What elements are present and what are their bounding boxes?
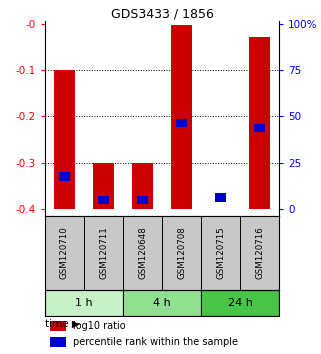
- Text: GSM120715: GSM120715: [216, 227, 225, 279]
- Text: 1 h: 1 h: [75, 298, 93, 308]
- Bar: [45, 290, 123, 316]
- Text: 4 h: 4 h: [153, 298, 171, 308]
- Bar: [50, 321, 66, 331]
- Bar: [132, 163, 153, 209]
- Text: GSM120716: GSM120716: [255, 227, 264, 279]
- Bar: [50, 337, 66, 347]
- Bar: [254, 124, 265, 132]
- Title: GDS3433 / 1856: GDS3433 / 1856: [111, 7, 213, 20]
- Text: log10 ratio: log10 ratio: [73, 321, 126, 331]
- Bar: [123, 290, 201, 316]
- Bar: [137, 196, 148, 204]
- Bar: [93, 163, 114, 209]
- Bar: [215, 193, 226, 202]
- Bar: [201, 290, 279, 316]
- Bar: [249, 38, 271, 209]
- Bar: [171, 25, 192, 209]
- Text: GSM120711: GSM120711: [99, 227, 108, 279]
- Text: GSM120648: GSM120648: [138, 227, 147, 279]
- Bar: [54, 70, 75, 209]
- Text: time ▶: time ▶: [45, 319, 80, 329]
- Bar: [98, 196, 109, 204]
- Text: GSM120708: GSM120708: [177, 227, 186, 279]
- Bar: [176, 119, 187, 127]
- Text: GSM120710: GSM120710: [60, 227, 69, 279]
- Text: 24 h: 24 h: [228, 298, 253, 308]
- Text: percentile rank within the sample: percentile rank within the sample: [73, 337, 238, 347]
- Bar: [59, 172, 70, 181]
